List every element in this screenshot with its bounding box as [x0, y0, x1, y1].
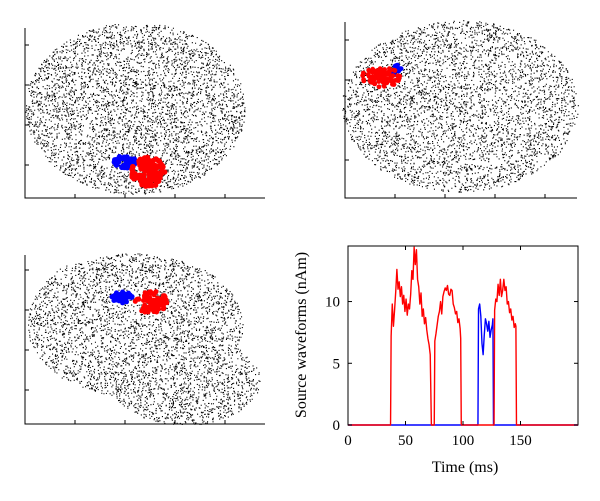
source-cluster-point: [144, 156, 150, 163]
brain-top-view-ticks: [25, 44, 226, 198]
source-cluster-point: [158, 171, 164, 177]
x-tick-label: 50: [398, 433, 413, 449]
source-cluster-point: [121, 293, 127, 299]
brain-surface-dots: [342, 20, 579, 193]
source-cluster-point: [134, 296, 140, 302]
source-cluster-point: [144, 298, 150, 304]
source-cluster-point: [360, 73, 366, 78]
waveform-plot-frame: [347, 245, 579, 426]
source-cluster-point: [142, 290, 148, 296]
source-cluster-point: [129, 294, 135, 300]
waveform-series-line: [348, 303, 578, 426]
source-cluster-point: [160, 306, 166, 312]
source-cluster-point: [112, 157, 118, 163]
waveform-series: [348, 246, 578, 426]
source-cluster-point: [386, 72, 392, 77]
source-cluster-point: [157, 299, 162, 305]
source-cluster-point: [142, 302, 148, 308]
brain-top-view-dots: [25, 24, 246, 195]
source-cluster-point: [116, 154, 123, 160]
brain-side-view-panel: [24, 253, 265, 425]
source-cluster-point: [372, 69, 378, 75]
brain-rear-view-ticks: [345, 39, 546, 198]
source-cluster-point: [144, 178, 151, 185]
source-cluster-point: [367, 74, 372, 79]
source-cluster-point: [146, 289, 152, 295]
y-tick-label: 5: [333, 356, 341, 372]
y-tick-label: 0: [333, 418, 341, 434]
y-tick-label: 10: [325, 295, 340, 311]
source-cluster-point: [147, 171, 154, 177]
source-cluster-point: [131, 176, 137, 182]
source-cluster-point: [151, 306, 157, 312]
source-cluster-point: [129, 166, 135, 173]
brain-rear-view-axes: [344, 22, 577, 199]
waveform-ticks: 0 50 100 150 0 5 10: [325, 246, 578, 449]
source-cluster-point: [127, 159, 134, 165]
source-cluster-point: [124, 154, 130, 160]
source-cluster-point: [162, 294, 168, 300]
source-cluster-point: [136, 160, 143, 166]
source-cluster-point: [124, 164, 131, 171]
source-cluster-point: [376, 79, 382, 84]
source-cluster-point: [394, 63, 400, 69]
source-cluster-point: [143, 306, 149, 312]
source-cluster-point: [153, 289, 159, 295]
source-cluster-point: [143, 183, 149, 189]
brain-surface-dots: [25, 24, 246, 195]
brain-rear-view-panel: [342, 20, 579, 199]
brain-top-view-panel: [24, 24, 265, 199]
brain-rear-view-clusters: [360, 62, 404, 90]
source-cluster-point: [391, 82, 397, 87]
source-cluster-point: [137, 176, 143, 183]
source-cluster-point: [384, 80, 390, 86]
source-cluster-point: [119, 163, 126, 170]
source-cluster-point: [382, 68, 387, 74]
waveform-y-axis-label: Source waveforms (nAm): [293, 252, 310, 418]
brain-surface-dots: [28, 253, 261, 425]
source-cluster-point: [155, 305, 161, 311]
source-cluster-point: [149, 302, 155, 308]
source-cluster-point: [381, 74, 387, 80]
source-cluster-point: [111, 293, 117, 299]
brain-side-view-clusters: [109, 289, 170, 315]
brain-rear-view-dots: [342, 20, 579, 193]
source-cluster-point: [376, 84, 382, 90]
source-cluster-point: [395, 78, 400, 83]
source-cluster-point: [391, 67, 397, 73]
brain-side-view-dots: [28, 253, 261, 425]
source-cluster-point: [361, 77, 366, 82]
x-tick-label: 150: [509, 433, 532, 449]
source-cluster-point: [153, 165, 159, 171]
source-cluster-point: [153, 179, 160, 185]
waveform-x-axis-label: Time (ms): [432, 459, 499, 476]
brain-side-view-ticks: [25, 269, 226, 424]
source-cluster-point: [113, 162, 120, 168]
source-cluster-point: [388, 78, 394, 84]
source-cluster-point: [381, 83, 387, 89]
x-tick-label: 100: [452, 433, 475, 449]
source-cluster-point: [141, 298, 146, 303]
x-tick-label: 0: [344, 433, 352, 449]
waveform-series-line: [348, 246, 578, 426]
waveform-chart: 0 50 100 150 0 5 10 Time (ms) Source waveforms…: [293, 245, 579, 476]
brain-top-view-clusters: [111, 154, 168, 189]
brain-side-view-axes: [24, 255, 265, 425]
